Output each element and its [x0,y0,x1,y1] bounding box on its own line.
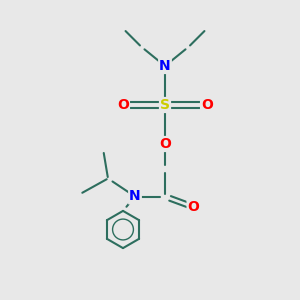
Text: S: S [160,98,170,112]
Text: O: O [188,200,200,214]
Text: N: N [159,59,171,73]
Text: O: O [159,137,171,151]
Text: O: O [117,98,129,112]
Text: O: O [201,98,213,112]
Text: N: N [129,190,141,203]
